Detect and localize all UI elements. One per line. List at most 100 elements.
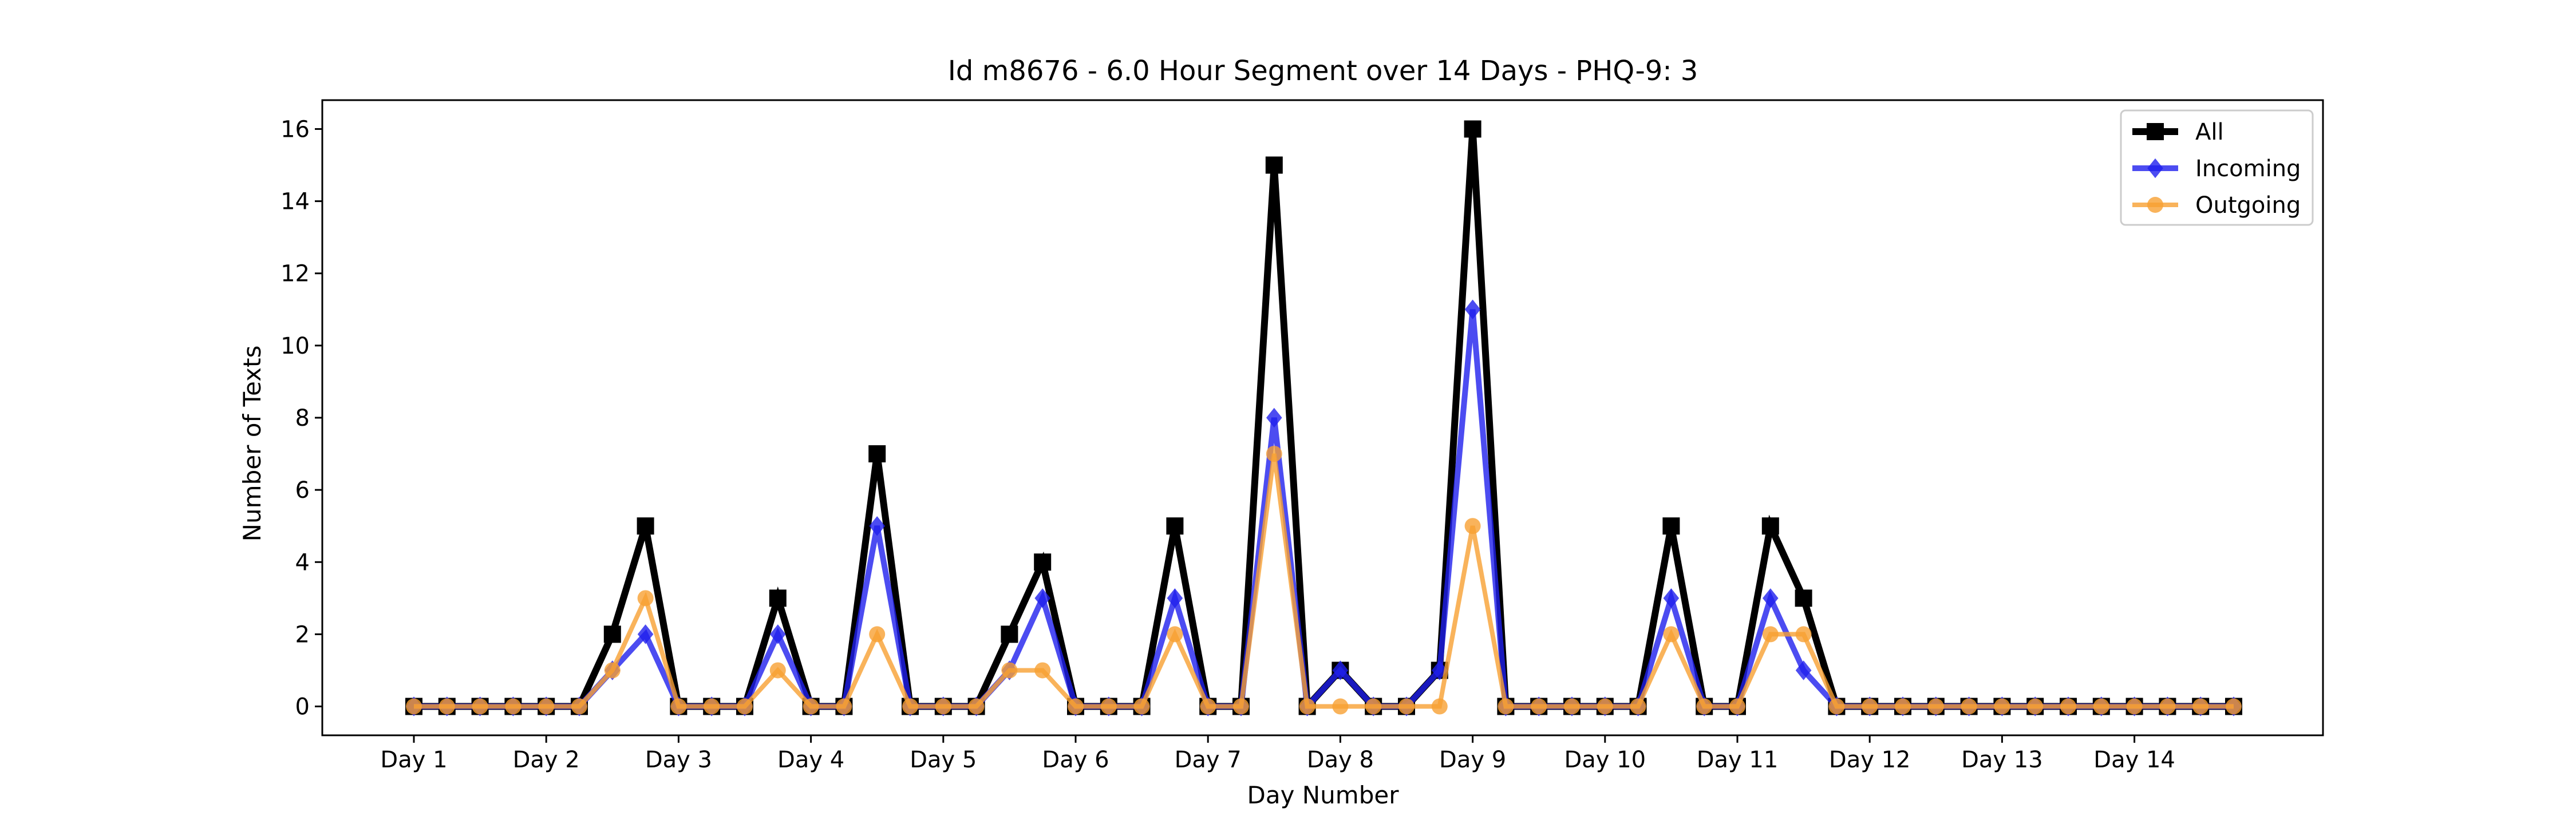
x-tick-label: Day 4 — [777, 747, 844, 773]
legend-box — [2120, 109, 2314, 226]
data-point-outgoing — [1630, 698, 1646, 715]
x-tick-label: Day 12 — [1829, 747, 1911, 773]
data-point-outgoing — [769, 662, 786, 679]
x-tick-label: Day 3 — [645, 747, 712, 773]
data-point-outgoing — [1828, 698, 1845, 715]
data-point-outgoing — [968, 698, 985, 715]
data-point-all — [637, 517, 654, 535]
data-point-outgoing — [737, 698, 753, 715]
data-point-outgoing — [538, 698, 555, 715]
x-tick-label: Day 6 — [1042, 747, 1109, 773]
data-point-incoming — [869, 516, 885, 536]
data-point-incoming — [770, 624, 786, 644]
data-point-outgoing — [1862, 698, 1878, 715]
x-tick-label: Day 10 — [1564, 747, 1646, 773]
data-point-outgoing — [836, 698, 852, 715]
x-tick-label: Day 1 — [380, 747, 447, 773]
data-point-all — [1001, 625, 1018, 643]
data-point-outgoing — [1167, 626, 1183, 643]
x-tick-label: Day 5 — [910, 747, 977, 773]
data-point-outgoing — [902, 698, 918, 715]
data-point-outgoing — [1663, 626, 1680, 643]
data-point-outgoing — [637, 590, 654, 607]
legend-label-all: All — [2195, 119, 2224, 145]
legend-marker-all — [2147, 123, 2164, 140]
data-point-outgoing — [1200, 698, 1216, 715]
data-point-outgoing — [2192, 698, 2209, 715]
series-all — [405, 120, 2242, 715]
data-point-all — [1464, 120, 1481, 138]
data-point-outgoing — [1299, 698, 1315, 715]
data-point-outgoing — [1464, 518, 1481, 534]
data-point-outgoing — [2060, 698, 2076, 715]
data-point-incoming — [1763, 588, 1779, 608]
legend-marker-outgoing — [2147, 197, 2163, 213]
x-tick-label: Day 2 — [513, 747, 580, 773]
data-point-outgoing — [869, 626, 886, 643]
data-point-all — [868, 445, 886, 463]
y-tick-label: 6 — [295, 477, 310, 504]
data-point-incoming — [1795, 660, 1812, 680]
data-point-incoming — [1663, 588, 1680, 608]
data-point-outgoing — [1034, 662, 1051, 679]
legend-label-incoming: Incoming — [2195, 156, 2301, 182]
data-point-outgoing — [1597, 698, 1613, 715]
data-point-outgoing — [406, 698, 422, 715]
y-tick-label: 0 — [295, 694, 310, 720]
data-point-incoming — [1167, 588, 1183, 608]
y-tick-label: 16 — [280, 116, 310, 142]
data-point-outgoing — [1531, 698, 1547, 715]
data-point-outgoing — [1994, 698, 2010, 715]
data-point-all — [1795, 589, 1812, 607]
plot-frame — [321, 99, 2324, 736]
data-point-all — [603, 625, 621, 643]
data-point-all — [1265, 156, 1283, 174]
data-point-outgoing — [2226, 698, 2242, 715]
data-point-outgoing — [1266, 446, 1282, 462]
data-point-outgoing — [571, 698, 587, 715]
y-tick-label: 4 — [295, 549, 310, 576]
data-point-outgoing — [1133, 698, 1150, 715]
data-point-outgoing — [505, 698, 521, 715]
data-point-outgoing — [935, 698, 951, 715]
y-tick-label: 2 — [295, 621, 310, 648]
data-point-outgoing — [2027, 698, 2044, 715]
data-point-outgoing — [1927, 698, 1944, 715]
data-point-outgoing — [1498, 698, 1514, 715]
series-line-outgoing — [414, 453, 2234, 709]
data-point-outgoing — [2093, 698, 2109, 715]
series-incoming — [406, 299, 2242, 716]
data-point-outgoing — [2159, 698, 2176, 715]
x-axis-label: Day Number — [1247, 781, 1399, 809]
data-point-outgoing — [1895, 698, 1911, 715]
data-point-incoming — [1332, 660, 1349, 680]
x-tick-label: Day 11 — [1697, 747, 1779, 773]
data-point-outgoing — [1068, 698, 1084, 715]
x-tick-label: Day 8 — [1307, 747, 1374, 773]
data-point-all — [1034, 553, 1052, 571]
legend: All Incoming Outgoing — [2120, 109, 2314, 226]
data-point-outgoing — [1001, 662, 1018, 679]
data-point-outgoing — [1365, 698, 1382, 715]
data-point-outgoing — [2126, 698, 2143, 715]
data-point-outgoing — [604, 662, 621, 679]
data-point-outgoing — [472, 698, 488, 715]
x-tick-label: Day 14 — [2093, 747, 2175, 773]
data-point-outgoing — [1696, 698, 1713, 715]
data-point-all — [1166, 517, 1184, 535]
data-point-outgoing — [803, 698, 819, 715]
x-tick-label: Day 9 — [1439, 747, 1506, 773]
data-point-incoming — [1464, 299, 1481, 320]
data-point-outgoing — [1762, 626, 1779, 643]
data-point-outgoing — [438, 698, 455, 715]
legend-label-outgoing: Outgoing — [2195, 192, 2301, 219]
series-outgoing — [406, 446, 2242, 715]
data-point-outgoing — [670, 698, 687, 715]
x-tick-label: Day 7 — [1175, 747, 1242, 773]
data-point-outgoing — [1564, 698, 1580, 715]
data-point-outgoing — [1961, 698, 1977, 715]
series-line-incoming — [414, 309, 2234, 714]
data-point-outgoing — [1398, 698, 1415, 715]
